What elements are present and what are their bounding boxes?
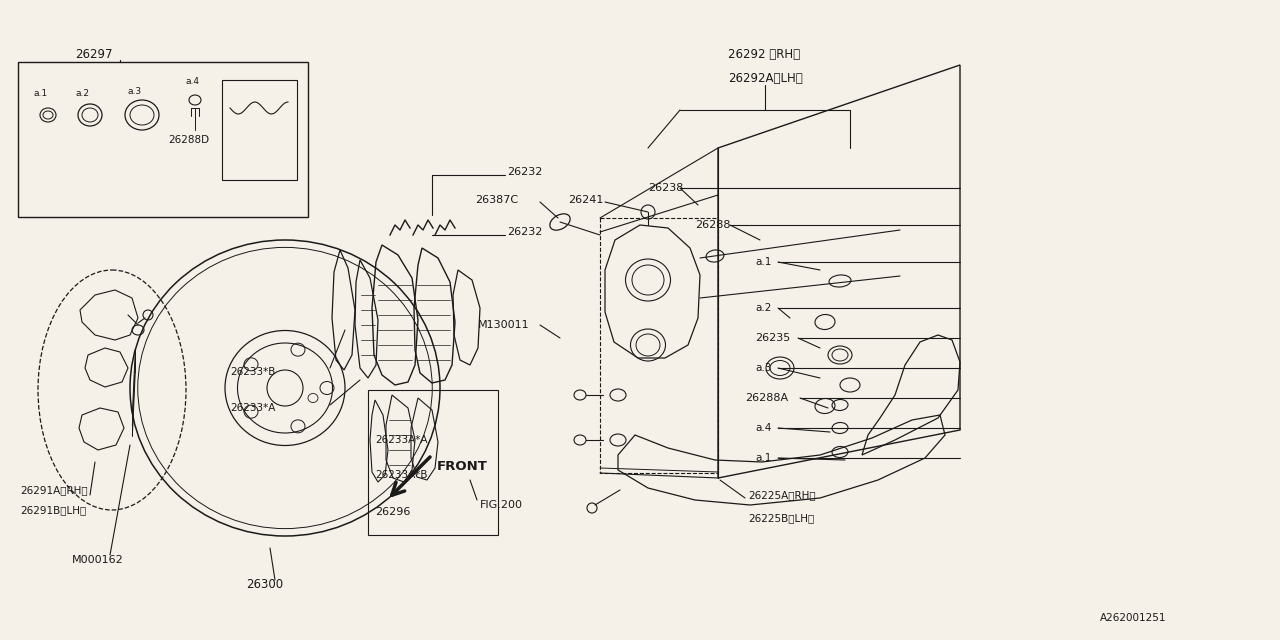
Text: a.1: a.1: [35, 88, 49, 97]
Bar: [18, 62, 308, 217]
Text: 26233*B: 26233*B: [230, 367, 275, 377]
Text: a.1: a.1: [755, 453, 772, 463]
Text: FRONT: FRONT: [436, 460, 488, 473]
Text: 26300: 26300: [246, 579, 283, 591]
Text: a.2: a.2: [755, 303, 772, 313]
Text: 26292A〈LH〉: 26292A〈LH〉: [728, 72, 803, 84]
Text: 26233*A: 26233*A: [230, 403, 275, 413]
Text: 26296: 26296: [375, 507, 411, 517]
Text: a.4: a.4: [755, 423, 772, 433]
Text: 26233A*B: 26233A*B: [375, 470, 428, 480]
Text: a.3: a.3: [128, 86, 142, 95]
Text: 26297: 26297: [76, 49, 113, 61]
Bar: [221, 80, 297, 180]
Text: 26225B〈LH〉: 26225B〈LH〉: [748, 513, 814, 523]
Text: 26288D: 26288D: [168, 135, 209, 145]
Bar: [369, 390, 498, 535]
Text: 26387C: 26387C: [475, 195, 518, 205]
Text: a.3: a.3: [755, 363, 772, 373]
Text: 26291A〈RH〉: 26291A〈RH〉: [20, 485, 87, 495]
Text: a.1: a.1: [755, 257, 772, 267]
Text: A262001251: A262001251: [1100, 613, 1166, 623]
Text: a.4: a.4: [186, 77, 198, 86]
Text: a.2: a.2: [76, 88, 90, 97]
Text: 26225A〈RH〉: 26225A〈RH〉: [748, 490, 815, 500]
Bar: [600, 218, 718, 473]
Text: 26238: 26238: [648, 183, 684, 193]
Text: 26288A: 26288A: [745, 393, 788, 403]
Text: 26232: 26232: [507, 227, 543, 237]
Text: 26241: 26241: [568, 195, 603, 205]
Text: 26288: 26288: [695, 220, 731, 230]
Text: 26291B〈LH〉: 26291B〈LH〉: [20, 505, 86, 515]
Text: M130011: M130011: [477, 320, 530, 330]
Text: 26233A*A: 26233A*A: [375, 435, 428, 445]
Text: FIG.200: FIG.200: [480, 500, 524, 510]
Text: 26232: 26232: [507, 167, 543, 177]
Text: 26235: 26235: [755, 333, 790, 343]
Text: M000162: M000162: [72, 555, 124, 565]
Text: 26292 〈RH〉: 26292 〈RH〉: [728, 49, 800, 61]
